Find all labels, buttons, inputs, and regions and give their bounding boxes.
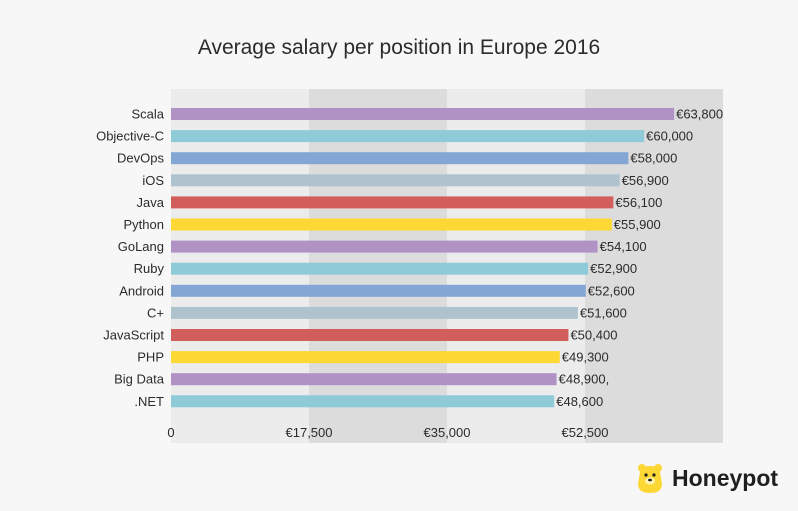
value-label: €48,600 bbox=[556, 394, 603, 409]
category-label: Scala bbox=[131, 107, 164, 122]
grid-band bbox=[585, 89, 723, 443]
value-label: €58,000 bbox=[630, 151, 677, 166]
brand-name: Honeypot bbox=[672, 464, 779, 491]
bar bbox=[171, 174, 620, 187]
bar bbox=[171, 351, 560, 364]
bar bbox=[171, 306, 578, 319]
value-label: €56,100 bbox=[615, 195, 662, 210]
value-label: €49,300 bbox=[562, 350, 609, 365]
bar bbox=[171, 262, 589, 275]
value-label: €56,900 bbox=[622, 173, 669, 188]
category-label: .NET bbox=[134, 394, 164, 409]
value-label: €48,900, bbox=[559, 372, 610, 387]
value-label: €52,600 bbox=[588, 283, 635, 298]
bar bbox=[171, 373, 557, 386]
category-label: PHP bbox=[137, 350, 164, 365]
bar bbox=[171, 240, 598, 253]
category-label: JavaScript bbox=[103, 328, 164, 343]
category-label: Java bbox=[137, 195, 165, 210]
value-label: €60,000 bbox=[646, 129, 693, 144]
x-tick-label: €17,500 bbox=[286, 425, 333, 440]
value-label: €54,100 bbox=[600, 239, 647, 254]
x-tick-label: 0 bbox=[167, 425, 174, 440]
bear-icon bbox=[638, 464, 662, 493]
bar bbox=[171, 284, 586, 297]
value-label: €52,900 bbox=[590, 261, 637, 276]
bar bbox=[171, 395, 555, 408]
x-tick-label: €35,000 bbox=[424, 425, 471, 440]
category-label: DevOps bbox=[117, 151, 164, 166]
category-label: Big Data bbox=[114, 372, 165, 387]
brand-logo: Honeypot bbox=[636, 462, 778, 494]
category-label: Objective-C bbox=[96, 129, 164, 144]
category-label: iOS bbox=[142, 173, 164, 188]
category-label: Ruby bbox=[134, 261, 165, 276]
value-label: €63,800 bbox=[676, 107, 723, 122]
value-label: €51,600 bbox=[580, 305, 627, 320]
value-label: €50,400 bbox=[570, 328, 617, 343]
chart-title: Average salary per position in Europe 20… bbox=[197, 36, 601, 59]
x-tick-label: €52,500 bbox=[562, 425, 609, 440]
bar bbox=[171, 329, 569, 341]
category-label: Android bbox=[119, 283, 164, 298]
value-label: €55,900 bbox=[614, 217, 661, 232]
bar bbox=[171, 152, 629, 165]
category-label: Python bbox=[124, 217, 164, 232]
bar bbox=[171, 130, 645, 143]
bar bbox=[171, 196, 614, 209]
category-label: GoLang bbox=[118, 239, 164, 254]
bar bbox=[171, 218, 612, 231]
bar bbox=[171, 108, 675, 120]
category-label: C+ bbox=[147, 305, 164, 320]
